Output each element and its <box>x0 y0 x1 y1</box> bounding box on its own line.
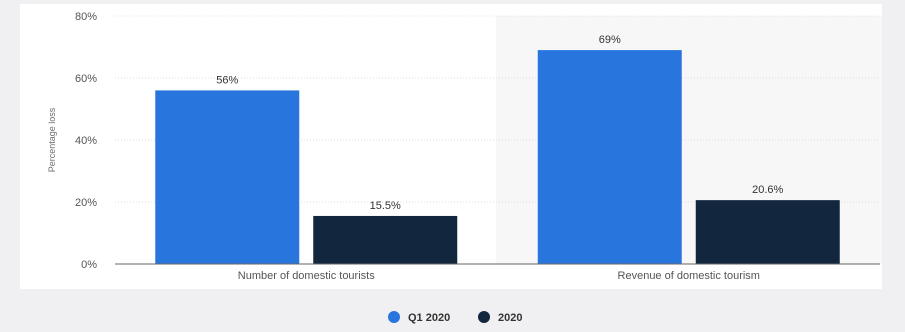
y-tick-label: 0% <box>81 259 97 271</box>
bar-2020-2[interactable] <box>695 200 840 264</box>
y-tick-label: 20% <box>75 197 97 209</box>
y-tick-label: 60% <box>75 73 97 85</box>
x-tick-label: Revenue of domestic tourism <box>618 270 760 282</box>
bar-q1-2020-2[interactable] <box>537 50 682 264</box>
data-label: 20.6% <box>752 184 783 196</box>
y-tick-label: 80% <box>75 11 97 23</box>
bars <box>155 50 840 265</box>
legend: Q1 2020 2020 <box>388 311 522 324</box>
x-tick-label: Number of domestic tourists <box>238 270 375 282</box>
x-axis-ticks: Number of domestic tourists Revenue of do… <box>238 270 760 282</box>
data-label: 15.5% <box>370 200 401 212</box>
bar-2020-1[interactable] <box>313 215 458 264</box>
data-label: 69% <box>599 34 621 46</box>
y-tick-label: 40% <box>75 135 97 147</box>
data-labels: 56% 15.5% 69% 20.6% <box>216 34 783 212</box>
y-axis-ticks: 0% 20% 40% 60% 80% <box>75 11 97 271</box>
bar-q1-2020-1[interactable] <box>155 90 300 265</box>
data-label: 56% <box>216 74 238 86</box>
y-axis-label: Percentage loss <box>47 107 57 172</box>
legend-label[interactable]: Q1 2020 <box>408 312 450 324</box>
legend-label[interactable]: 2020 <box>498 312 522 324</box>
legend-marker <box>478 311 490 323</box>
legend-marker <box>388 311 400 323</box>
